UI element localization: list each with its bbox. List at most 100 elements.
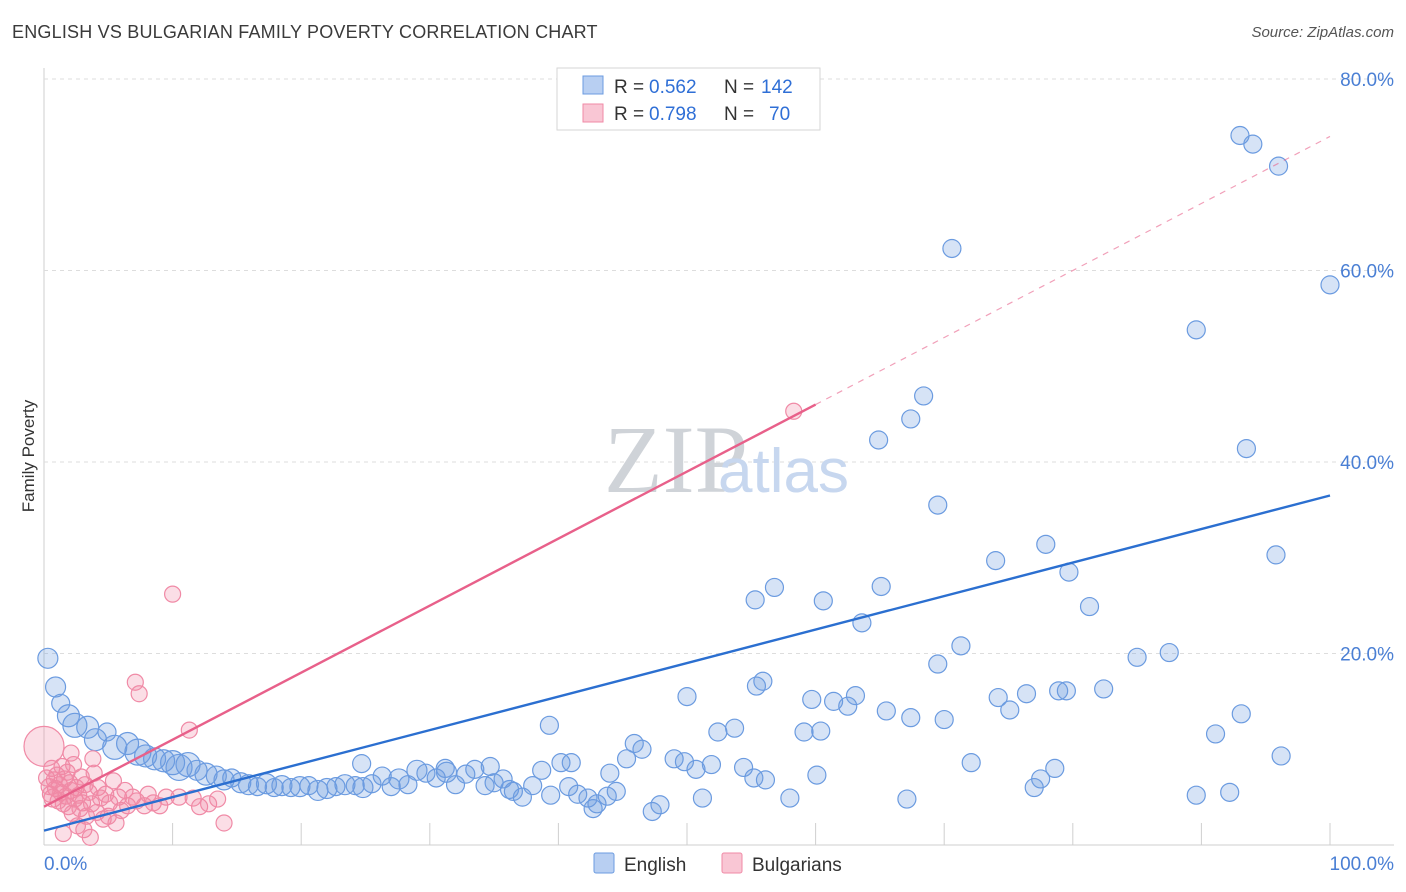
english-point — [1220, 782, 1240, 802]
bulgarian-point — [73, 794, 92, 812]
bulgarian-point — [164, 585, 182, 603]
english-point — [362, 774, 382, 794]
english-point — [794, 722, 814, 742]
english-point — [632, 739, 652, 759]
english-point — [37, 647, 59, 669]
series-legend: English Bulgarians — [593, 852, 842, 876]
english-point — [686, 759, 706, 779]
english-point — [845, 686, 866, 706]
bulgarian-point — [215, 814, 233, 832]
bottom-legend-swatch-bulgarians — [721, 852, 743, 874]
english-point — [480, 756, 500, 777]
english-point — [869, 430, 889, 450]
english-point — [753, 671, 773, 691]
english-point — [838, 696, 858, 716]
english-point — [901, 409, 921, 429]
english-point — [445, 775, 466, 795]
english-point — [551, 753, 571, 773]
english-point — [942, 238, 962, 259]
legend-n-label-english: N = — [724, 77, 754, 98]
watermark-atlas: atlas — [718, 437, 849, 506]
y-axis-tick-labels: 20.0% 40.0% 60.0% 80.0% — [1340, 70, 1394, 666]
x-tick-label-max: 100.0% — [1330, 854, 1395, 875]
bulgarian-point — [130, 685, 148, 703]
english-point — [1186, 785, 1206, 805]
english-point — [102, 734, 128, 760]
bulgarian-point — [104, 772, 123, 790]
english-point — [1231, 704, 1251, 724]
english-point — [465, 759, 485, 779]
x-tick-label-min: 0.0% — [44, 854, 87, 875]
english-point — [334, 774, 356, 796]
english-points — [37, 125, 1340, 822]
y-tick-label: 20.0% — [1340, 645, 1394, 666]
english-point — [1205, 724, 1226, 744]
english-point — [44, 676, 67, 698]
bottom-legend-swatch-english — [593, 852, 615, 874]
bulgarian-point — [84, 750, 102, 768]
english-point — [951, 636, 971, 656]
english-point — [1186, 320, 1206, 340]
y-axis-label: Family Poverty — [19, 399, 38, 512]
y-tick-label: 60.0% — [1340, 262, 1394, 283]
english-point — [986, 551, 1006, 571]
chart-title: ENGLISH VS BULGARIAN FAMILY POVERTY CORR… — [12, 22, 598, 42]
english-point — [597, 786, 617, 806]
stats-legend: R = 0.562 N = 142 R = 0.798 N = 70 — [556, 67, 821, 131]
english-point — [352, 776, 374, 799]
legend-r-label-english: R = — [614, 77, 644, 98]
english-point — [388, 768, 410, 790]
english-point — [606, 781, 626, 801]
english-point — [1236, 438, 1257, 459]
english-point — [600, 763, 620, 783]
english-point — [897, 789, 917, 809]
bulgarian-point — [200, 795, 218, 813]
english-point — [802, 689, 822, 710]
english-point — [961, 753, 981, 773]
bulgarian-point — [184, 789, 202, 807]
english-point — [811, 721, 831, 741]
bulgarian-point — [62, 744, 80, 762]
english-point — [616, 749, 637, 769]
bottom-legend-bulgarians: Bulgarians — [752, 855, 842, 876]
bulgarian-point — [97, 785, 115, 803]
english-point — [1045, 758, 1065, 779]
x-axis-ticks — [172, 823, 1331, 845]
bulgarian-point — [109, 788, 128, 806]
bulgarian-point — [81, 828, 99, 846]
english-point — [674, 752, 695, 772]
english-point — [165, 753, 193, 782]
english-point — [677, 686, 697, 707]
legend-n-value-bulgarians: 70 — [769, 104, 790, 125]
bulgarian-trend-line — [43, 403, 817, 808]
english-point — [934, 709, 954, 730]
english-point — [988, 687, 1008, 708]
english-point — [493, 769, 513, 789]
legend-n-label-bulgarians: N = — [724, 104, 754, 125]
english-point — [642, 801, 662, 822]
english-point — [1266, 545, 1286, 565]
bulgarian-points — [23, 402, 803, 846]
english-point — [813, 591, 833, 611]
english-point — [151, 749, 176, 773]
y-tick-label: 40.0% — [1340, 453, 1394, 474]
english-point — [499, 779, 520, 800]
english-point — [1016, 684, 1037, 704]
trend-lines — [43, 135, 1331, 832]
english-point — [51, 693, 71, 713]
english-point — [624, 733, 644, 754]
english-point — [914, 386, 934, 406]
bulgarian-point — [48, 766, 66, 784]
english-point — [928, 654, 948, 674]
english-point — [1056, 681, 1076, 701]
english-point — [1127, 647, 1147, 667]
legend-r-value-bulgarians: 0.798 — [649, 104, 697, 125]
english-point — [568, 784, 588, 804]
english-point — [1268, 156, 1289, 176]
english-point — [381, 776, 401, 797]
english-point — [701, 754, 722, 775]
english-point — [807, 765, 827, 785]
english-point — [1320, 275, 1340, 295]
english-point — [745, 590, 765, 610]
